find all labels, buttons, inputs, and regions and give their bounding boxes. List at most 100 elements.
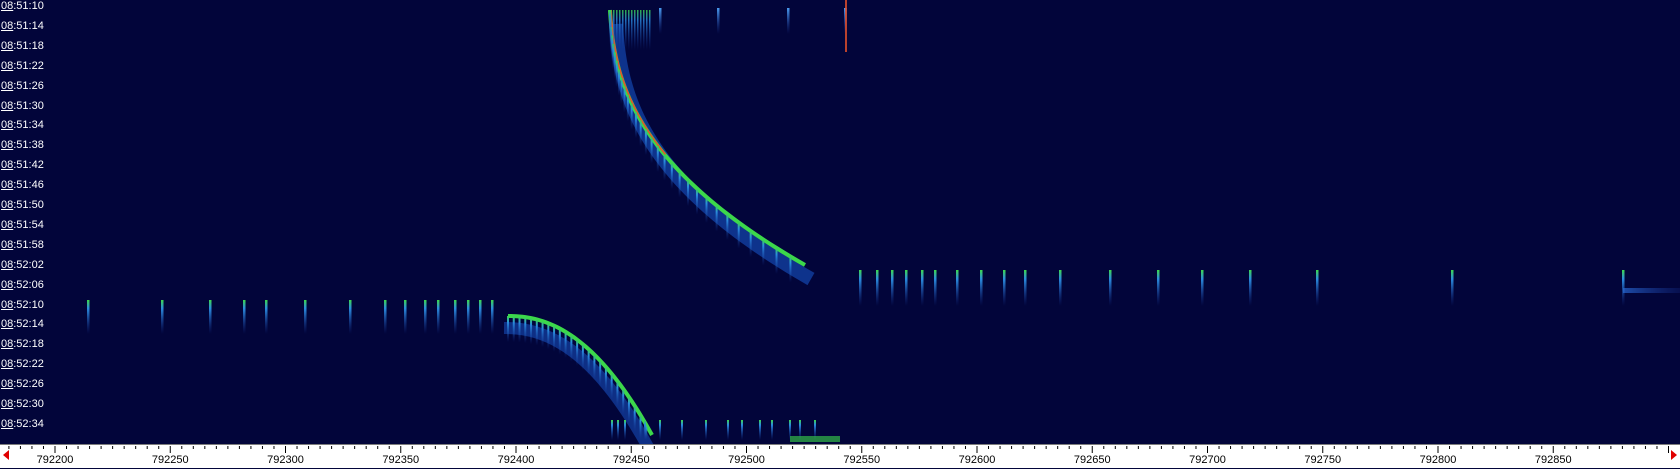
bottom-marker [705, 420, 707, 440]
left-marker [209, 300, 212, 334]
time-label: 08:51:46 [1, 179, 44, 192]
bottom-marker [771, 420, 773, 440]
time-label: 08:51:38 [1, 139, 44, 152]
right-marker [1249, 270, 1252, 306]
upper-trace-drip [775, 248, 778, 274]
right-marker [859, 270, 862, 306]
right-edge-band [1623, 288, 1680, 293]
upper-trace-drip [611, 35, 614, 62]
upper-trace-drip [749, 231, 752, 257]
upper-trace-drip [670, 163, 673, 189]
left-marker [437, 300, 440, 334]
upper-start-drip [625, 10, 627, 50]
upper-start-drip [622, 10, 624, 50]
upper-trace-drip [762, 239, 765, 266]
top-marker [717, 8, 720, 34]
left-marker [349, 300, 352, 334]
upper-trace-drip [737, 222, 740, 249]
frequency-label: 792700 [1189, 454, 1226, 466]
upper-trace-drip [644, 129, 647, 155]
lower-signal-trace [503, 314, 654, 444]
frequency-label: 792850 [1534, 454, 1572, 466]
lower-trace-drip [610, 373, 613, 400]
time-label: 08:51:26 [1, 79, 44, 92]
time-label: 08:51:34 [1, 119, 44, 132]
lower-trace-drip [627, 397, 630, 424]
right-marker [876, 270, 879, 306]
time-label: 08:52:10 [1, 298, 44, 311]
lower-trace-drip [524, 317, 527, 344]
frequency-label: 792450 [612, 454, 650, 466]
left-marker [479, 300, 482, 334]
top-red-marker [845, 0, 847, 52]
bottom-marker [759, 420, 761, 440]
upper-trace-drip [726, 214, 729, 240]
top-marker [659, 8, 662, 34]
time-label: 08:51:18 [1, 39, 44, 52]
lower-trace-drip [622, 388, 625, 415]
right-marker [1059, 270, 1062, 306]
time-label: 08:52:06 [1, 278, 44, 291]
lower-trace-drip [564, 331, 567, 358]
frequency-axis[interactable]: 792200 792250 792300 792350 792400 792450 7925… [0, 444, 1680, 468]
time-label: 08:51:58 [1, 238, 44, 251]
time-label: 08:51:30 [1, 99, 44, 112]
frequency-label: 792750 [1304, 454, 1342, 466]
lower-trace-drip [553, 325, 556, 352]
upper-start-drip [619, 10, 621, 50]
right-marker [1024, 270, 1027, 306]
frequency-label: 792650 [1073, 454, 1111, 466]
bottom-marker [644, 420, 646, 440]
right-marker [934, 270, 937, 306]
left-marker [265, 300, 268, 334]
bottom-band [790, 436, 840, 442]
lower-trace-drip [576, 339, 579, 366]
lower-trace-glow [503, 322, 654, 444]
frequency-label: 792300 [267, 454, 304, 466]
upper-start-drip [640, 10, 642, 50]
time-label: 08:52:30 [1, 398, 44, 410]
bottom-marker [727, 420, 729, 440]
upper-trace-drip [613, 52, 616, 79]
scroll-left-arrow-icon[interactable] [3, 450, 9, 460]
time-label: 08:51:50 [1, 199, 44, 211]
lower-trace-drip [599, 360, 602, 387]
upper-signal-trace [608, 9, 815, 286]
lower-trace-drip [616, 381, 619, 408]
time-label: 08:51:54 [1, 218, 44, 231]
upper-start-drip [616, 10, 618, 50]
lower-trace-drip [604, 366, 607, 393]
upper-trace-drip [789, 256, 792, 283]
upper-trace-drip [705, 197, 708, 223]
lower-trace-drip [639, 415, 642, 440]
time-label: 08:52:34 [1, 417, 44, 430]
lower-trace-drip [645, 424, 648, 440]
time-label: 08:52:02 [1, 258, 44, 271]
upper-trace-drip [715, 205, 718, 232]
bottom-marker [624, 420, 626, 440]
right-marker [1157, 270, 1160, 306]
right-marker [905, 270, 908, 306]
frequency-label: 792600 [958, 454, 996, 466]
top-marker [787, 8, 790, 34]
upper-trace-drip [626, 95, 629, 121]
waterfall-canvas[interactable] [0, 0, 1680, 444]
left-marker [467, 300, 470, 334]
left-marker [384, 300, 387, 334]
upper-trace-drip [615, 61, 618, 87]
scroll-right-arrow-icon[interactable] [1671, 450, 1677, 460]
waterfall-display[interactable] [0, 0, 1680, 444]
lower-trace-drip [535, 319, 538, 346]
lower-trace-drip [570, 335, 573, 362]
frequency-label: 792500 [728, 454, 765, 466]
right-marker [1003, 270, 1006, 306]
left-marker [404, 300, 407, 334]
upper-trace-drip [630, 103, 633, 130]
right-marker [956, 270, 959, 306]
left-marker [243, 300, 246, 334]
lower-trace-drip [530, 318, 533, 345]
left-marker [491, 300, 494, 334]
right-marker [921, 270, 924, 306]
time-label: 08:52:22 [1, 358, 44, 371]
bottom-marker [611, 420, 613, 440]
